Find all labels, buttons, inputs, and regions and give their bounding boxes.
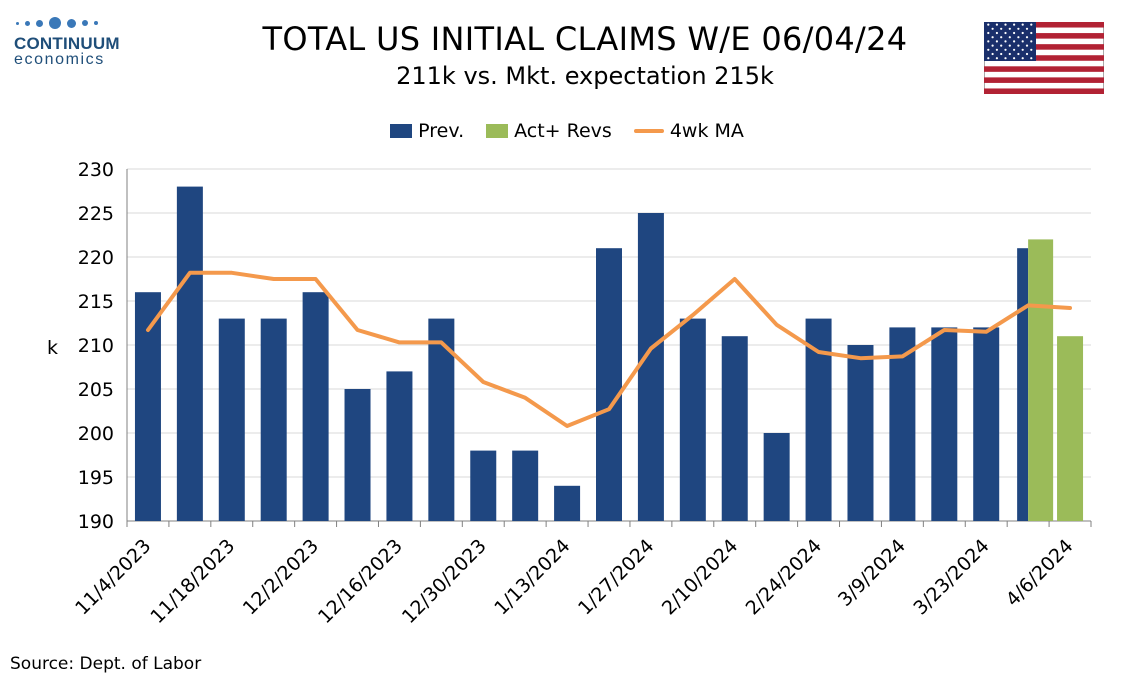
x-tick-label: 1/13/2024 (490, 535, 574, 619)
y-tick-label: 220 (78, 247, 114, 269)
bar-prev (554, 485, 581, 521)
bar-prev (805, 318, 832, 521)
bar-prev (218, 318, 245, 521)
line-4wk-ma (146, 270, 1072, 428)
bar-prev (973, 327, 1000, 521)
x-tick-label: 12/16/2023 (314, 535, 407, 628)
bar-prev (470, 450, 497, 521)
bar-prev (889, 327, 916, 521)
x-tick-label: 12/30/2023 (398, 535, 491, 628)
us-flag-icon (984, 22, 1104, 94)
chart-subtitle: 211k vs. Mkt. expectation 215k (396, 62, 774, 90)
y-tick-label: 210 (78, 335, 114, 357)
source-note: Source: Dept. of Labor (10, 654, 202, 674)
x-tick-label: 3/23/2024 (909, 535, 993, 619)
x-tick-label: 2/10/2024 (658, 535, 742, 619)
bar-prev (679, 318, 706, 521)
bar-prev (344, 389, 371, 521)
bar-prev (1017, 248, 1029, 521)
x-tick-label: 11/4/2023 (71, 535, 155, 619)
bar-act-revs (1028, 239, 1054, 521)
bar-prev (260, 318, 287, 521)
x-tick-label: 1/27/2024 (574, 535, 658, 619)
logo-dots-icon (16, 14, 134, 32)
y-tick-label: 215 (78, 291, 114, 313)
y-axis-label: k (47, 337, 58, 359)
y-tick-label: 230 (78, 159, 114, 181)
bar-prev (596, 248, 622, 521)
y-tick-label: 195 (78, 467, 114, 489)
legend-item-ma: 4wk MA (633, 120, 744, 142)
bar-prev (931, 327, 958, 521)
y-tick-label: 190 (78, 511, 114, 533)
bar-prev (176, 186, 203, 521)
legend-swatch-prev (390, 124, 413, 138)
x-tick-label: 3/9/2024 (834, 535, 910, 611)
bar-prev (134, 292, 161, 521)
x-tick-label: 4/6/2024 (1002, 535, 1078, 611)
bar-prev (763, 433, 790, 521)
bar-prev (512, 450, 539, 521)
chart-title: TOTAL US INITIAL CLAIMS W/E 06/04/24 (262, 20, 908, 58)
logo-name: CONTINUUM (14, 34, 120, 53)
legend-label-act: Act+ Revs (514, 120, 612, 142)
legend-label-ma: 4wk MA (669, 120, 744, 142)
bar-prev (847, 345, 874, 521)
legend-item-prev: Prev. (390, 120, 464, 142)
logo-subtext: economics (14, 51, 105, 68)
y-tick-label: 205 (78, 379, 114, 401)
legend-label-prev: Prev. (418, 120, 465, 142)
bar-prev (637, 213, 664, 521)
legend-item-act: Act+ Revs (486, 120, 612, 142)
legend-swatch-act (486, 124, 509, 138)
legend-swatch-ma (633, 129, 664, 133)
x-tick-label: 12/2/2023 (239, 535, 323, 619)
bar-prev (302, 292, 329, 521)
bar-prev (721, 336, 748, 521)
chart-legend: Prev. Act+ Revs 4wk MA (0, 120, 1134, 142)
y-tick-label: 225 (78, 203, 114, 225)
bar-act-revs (1057, 336, 1084, 521)
bar-prev (386, 371, 413, 521)
company-logo: CONTINUUM economics (14, 14, 134, 69)
y-tick-label: 200 (78, 423, 114, 445)
x-tick-label: 11/18/2023 (146, 535, 239, 628)
x-tick-label: 2/24/2024 (742, 535, 826, 619)
